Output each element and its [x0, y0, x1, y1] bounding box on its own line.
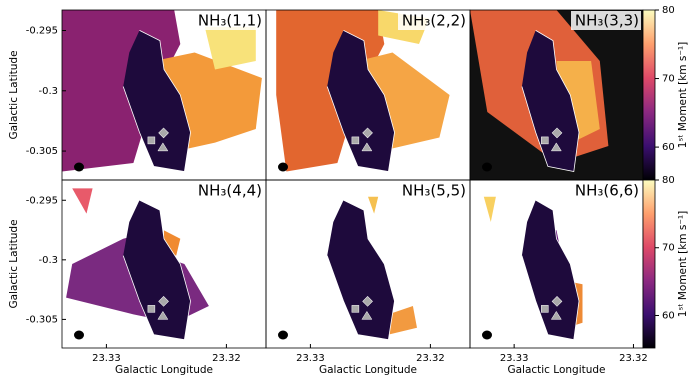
- filament: [521, 200, 579, 340]
- x-tick-label: 23.33: [296, 353, 325, 364]
- map-region: [368, 196, 379, 214]
- title-bg: [398, 181, 468, 200]
- panel-title: NH₃(1,1): [198, 12, 262, 30]
- marker: [551, 296, 563, 307]
- x-axis-label: Galactic Longitude: [115, 364, 213, 376]
- marker: [541, 305, 549, 313]
- marker: [158, 296, 169, 307]
- y-tick-label: -0.295: [26, 195, 58, 206]
- marker: [147, 136, 156, 145]
- map-region: [357, 52, 450, 150]
- title-bg: [398, 11, 468, 30]
- contour: [122, 199, 191, 341]
- contour: [326, 30, 395, 172]
- x-tick-label: 23.32: [416, 353, 445, 364]
- beam: [278, 330, 288, 340]
- title-bg: [194, 11, 264, 30]
- beam: [74, 330, 84, 340]
- map-panel: [66, 188, 209, 341]
- contour: [521, 30, 580, 172]
- cbar-tick-label: 60: [662, 142, 675, 153]
- beam: [278, 162, 288, 172]
- filament: [327, 200, 395, 340]
- marker: [158, 127, 169, 139]
- contour: [521, 199, 580, 341]
- contour: [122, 30, 191, 172]
- filament: [123, 30, 191, 172]
- map-region: [72, 188, 93, 214]
- panel-title: NH₃(5,5): [402, 182, 466, 200]
- x-tick-label: 23.32: [212, 353, 241, 364]
- marker: [551, 127, 563, 139]
- title-bg: [571, 181, 641, 200]
- filament: [123, 200, 191, 340]
- cbar-tick-label: 70: [662, 243, 675, 254]
- map-region: [204, 27, 256, 70]
- y-tick-label: -0.3: [38, 86, 58, 97]
- colorbar: [642, 9, 656, 181]
- beam: [482, 330, 492, 340]
- marker: [541, 136, 549, 145]
- x-tick-label: 23.32: [619, 353, 648, 364]
- title-bg: [194, 181, 264, 200]
- x-tick-label: 23.33: [500, 353, 529, 364]
- marker: [550, 142, 562, 152]
- marker: [351, 305, 360, 313]
- marker: [362, 296, 373, 307]
- y-tick-label: -0.3: [38, 255, 58, 266]
- cbar-tick-label: 60: [662, 310, 675, 321]
- x-tick-label: 23.33: [92, 353, 121, 364]
- y-tick-label: -0.305: [26, 146, 58, 157]
- y-axis-label: Galactic Latitude: [8, 219, 20, 308]
- cbar-tick-label: 80: [662, 175, 675, 186]
- x-axis-label: Galactic Longitude: [319, 364, 417, 376]
- map-panel: [278, 196, 417, 341]
- y-axis-label: Galactic Latitude: [8, 50, 20, 139]
- cbar-label: 1ˢᵗ Moment [km s⁻¹]: [677, 211, 689, 317]
- panel-title: NH₃(4,4): [198, 182, 262, 200]
- marker: [157, 310, 169, 320]
- marker: [362, 127, 373, 139]
- marker: [157, 142, 169, 152]
- map-panel: [62, 10, 262, 172]
- map-panel: [470, 10, 643, 180]
- map-region: [483, 196, 496, 222]
- filament: [521, 30, 579, 172]
- map-panel: [276, 10, 450, 172]
- y-tick-label: -0.305: [26, 314, 58, 325]
- y-tick-label: -0.295: [26, 25, 58, 36]
- colorbar: [642, 179, 656, 349]
- marker: [550, 310, 562, 320]
- panel-title: NH₃(3,3): [575, 12, 639, 30]
- filament: [327, 30, 395, 172]
- marker: [361, 142, 373, 152]
- title-bg: [571, 11, 641, 30]
- contour: [326, 199, 395, 341]
- map-panel: [482, 196, 583, 341]
- marker: [361, 310, 373, 320]
- marker: [351, 136, 360, 145]
- beam: [482, 162, 492, 172]
- cbar-label: 1ˢᵗ Moment [km s⁻¹]: [677, 42, 689, 148]
- beam: [74, 162, 84, 172]
- marker: [147, 305, 156, 313]
- x-axis-label: Galactic Longitude: [507, 364, 605, 376]
- panel-title: NH₃(2,2): [402, 12, 466, 30]
- cbar-tick-label: 70: [662, 74, 675, 85]
- cbar-tick-label: 80: [662, 5, 675, 16]
- panel-title: NH₃(6,6): [575, 182, 639, 200]
